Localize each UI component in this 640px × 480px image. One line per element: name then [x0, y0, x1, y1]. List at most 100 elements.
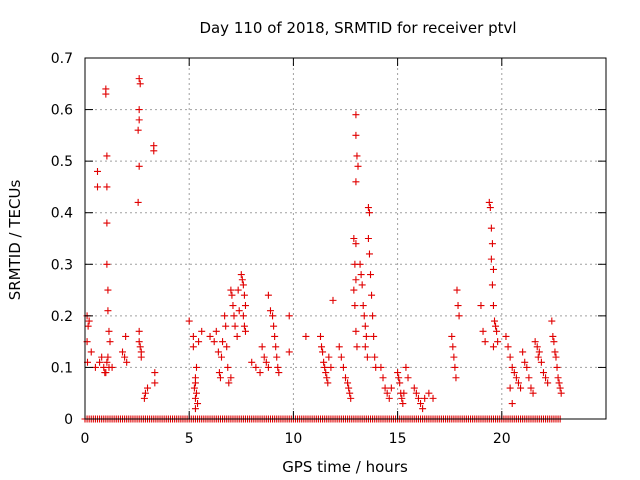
data-point: [98, 353, 106, 361]
data-point: [275, 369, 283, 377]
data-point: [359, 302, 367, 310]
data-point: [514, 379, 522, 387]
data-point: [215, 369, 223, 377]
data-point: [506, 353, 514, 361]
data-point: [502, 332, 510, 340]
data-point: [361, 343, 369, 351]
data-point: [539, 369, 547, 377]
data-point: [222, 322, 230, 330]
data-point: [519, 348, 527, 356]
data-point: [190, 384, 198, 392]
data-point: [136, 343, 144, 351]
data-point: [367, 271, 375, 279]
data-point: [555, 379, 563, 387]
data-point: [195, 338, 203, 346]
data-point: [506, 384, 514, 392]
data-point: [264, 363, 272, 371]
data-point: [554, 374, 562, 382]
data-point: [269, 312, 277, 320]
data-point: [363, 353, 371, 361]
data-point: [542, 374, 550, 382]
data-point: [553, 363, 561, 371]
data-point: [394, 369, 402, 377]
data-point: [230, 312, 238, 320]
data-point: [357, 271, 365, 279]
data-point: [557, 389, 565, 397]
data-point: [102, 90, 110, 98]
data-point: [123, 358, 131, 366]
data-point: [192, 363, 200, 371]
y-tick-label: 0.4: [51, 206, 73, 222]
data-point: [339, 363, 347, 371]
data-point: [383, 389, 391, 397]
data-point: [365, 250, 373, 258]
data-point: [487, 224, 495, 232]
data-point: [360, 312, 368, 320]
data-point: [151, 369, 159, 377]
data-point: [225, 379, 233, 387]
data-point: [136, 80, 144, 88]
data-point: [550, 338, 558, 346]
data-point: [354, 162, 362, 170]
data-point: [151, 379, 159, 387]
data-point: [318, 343, 326, 351]
chart-title: Day 110 of 2018, SRMTID for receiver ptv…: [199, 19, 516, 37]
y-tick-label: 0.2: [51, 309, 73, 325]
data-point: [454, 302, 462, 310]
y-axis-title: SRMTID / TECUs: [6, 180, 24, 301]
data-point: [534, 353, 542, 361]
data-point: [551, 348, 559, 356]
data-point: [346, 389, 354, 397]
data-point: [185, 317, 193, 325]
data-point: [134, 126, 142, 134]
data-point: [94, 183, 102, 191]
data-point: [103, 219, 111, 227]
data-point: [233, 332, 241, 340]
data-point: [533, 343, 541, 351]
data-point: [488, 240, 496, 248]
data-point: [421, 394, 429, 402]
data-point: [400, 389, 408, 397]
data-point: [210, 338, 218, 346]
data-point: [227, 374, 235, 382]
axis-ticks: 0 0.1 0.2 0.3 0.4 0.5 0.6 0.7 0 5 10 15 20: [51, 51, 606, 447]
data-point: [535, 348, 543, 356]
data-point: [344, 379, 352, 387]
data-point: [352, 131, 360, 139]
data-point: [329, 296, 337, 304]
data-point: [262, 358, 270, 366]
data-point: [240, 322, 248, 330]
data-point: [189, 343, 197, 351]
data-point: [231, 322, 239, 330]
data-point: [135, 327, 143, 335]
data-point: [347, 394, 355, 402]
data-point: [103, 358, 111, 366]
data-point: [135, 338, 143, 346]
data-point: [105, 327, 113, 335]
data-point: [362, 332, 370, 340]
data-point: [240, 291, 248, 299]
data-point: [94, 167, 102, 175]
data-point: [365, 209, 373, 217]
data-point: [103, 183, 111, 191]
data-point: [104, 353, 112, 361]
data-point: [135, 162, 143, 170]
data-point: [361, 322, 369, 330]
data-point: [85, 317, 93, 325]
data-point: [398, 394, 406, 402]
plot-frame: [84, 57, 607, 420]
data-point: [537, 358, 545, 366]
data-point: [552, 353, 560, 361]
data-point: [84, 322, 92, 330]
data-point: [402, 363, 410, 371]
data-point: [455, 312, 463, 320]
data-point: [353, 152, 361, 160]
data-point: [252, 363, 260, 371]
data-point: [364, 204, 372, 212]
data-point: [385, 394, 393, 402]
data-point: [264, 291, 272, 299]
data-point: [412, 389, 420, 397]
data-point: [450, 353, 458, 361]
y-tick-label: 0.7: [51, 51, 73, 67]
data-point: [531, 338, 539, 346]
